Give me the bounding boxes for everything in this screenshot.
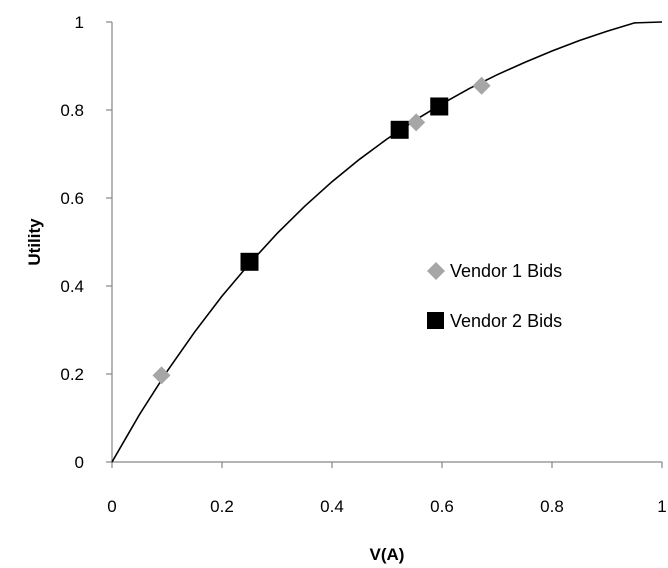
vendor-2-point-0: [240, 252, 259, 271]
legend: Vendor 1 Bids Vendor 2 Bids: [427, 261, 562, 331]
x-tick-label-2: 0.4: [320, 497, 344, 516]
legend-item-vendor-2: Vendor 2 Bids: [427, 311, 562, 331]
legend-marker-vendor-1: [427, 262, 445, 280]
x-tick-label-3: 0.6: [430, 497, 454, 516]
y-tick-label-5: 1: [75, 13, 84, 32]
legend-marker-vendor-2: [427, 312, 444, 329]
y-tick-label-1: 0.2: [60, 365, 84, 384]
y-tick-labels: 0 0.2 0.4 0.6 0.8 1: [60, 13, 84, 472]
legend-label-vendor-1: Vendor 1 Bids: [450, 261, 562, 281]
y-tick-label-2: 0.4: [60, 277, 84, 296]
x-axis-title: V(A): [370, 545, 405, 564]
utility-curve: [111, 21, 663, 463]
vendor-2-point-1: [390, 120, 409, 139]
x-tick-label-5: 1: [657, 497, 666, 516]
vendor-1-point-2: [472, 76, 491, 95]
x-tick-label-0: 0: [107, 497, 116, 516]
y-tick-label-3: 0.6: [60, 189, 84, 208]
vendor-2-point-2: [430, 97, 449, 116]
x-tick-label-1: 0.2: [210, 497, 234, 516]
vendor-1-point-1: [407, 113, 426, 132]
vendor-1-point-0: [152, 366, 171, 385]
legend-label-vendor-2: Vendor 2 Bids: [450, 311, 562, 331]
y-axis-title: Utility: [25, 218, 44, 266]
data-points: [152, 76, 491, 385]
y-tick-label-4: 0.8: [60, 101, 84, 120]
axes: [111, 22, 662, 463]
y-tick-label-0: 0: [75, 453, 84, 472]
x-tick-labels: 0 0.2 0.4 0.6 0.8 1: [107, 497, 666, 516]
legend-item-vendor-1: Vendor 1 Bids: [427, 261, 562, 281]
x-tick-label-4: 0.8: [540, 497, 564, 516]
ticks: [106, 21, 663, 468]
